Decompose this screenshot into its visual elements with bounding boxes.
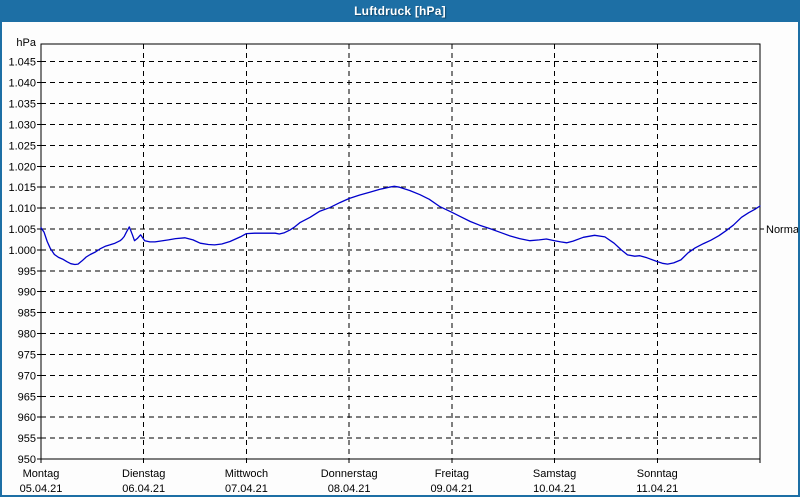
day-name-label: Donnerstag [321,468,378,480]
day-date-label: 07.04.21 [225,483,268,495]
day-name-label: Dienstag [122,468,165,480]
day-date-label: 09.04.21 [430,483,473,495]
day-date-label: 11.04.21 [636,483,678,495]
day-name-label: Montag [23,468,60,480]
y-tick-label: 965 [18,391,36,403]
y-tick-label: 990 [18,287,36,299]
y-tick-label: 1.045 [8,57,36,69]
window-title: Luftdruck [hPa] [354,4,446,18]
normal-annotation-label: Normal [766,224,798,236]
y-axis-unit-label: hPa [16,37,36,49]
y-tick-label: 970 [18,370,36,382]
day-name-label: Samstag [533,468,576,480]
y-tick-label: 1.015 [8,182,36,194]
day-name-label: Sonntag [637,468,678,480]
y-tick-label: 960 [18,412,36,424]
day-date-label: 08.04.21 [328,483,371,495]
y-tick-label: 950 [18,454,36,466]
y-tick-label: 1.030 [8,119,36,131]
tick-layer [37,61,764,463]
day-date-label: 06.04.21 [122,483,165,495]
y-tick-label: 975 [18,349,36,361]
y-tick-label: 1.010 [8,203,36,215]
y-tick-label: 995 [18,266,36,278]
y-tick-label: 1.020 [8,161,36,173]
pressure-line [40,185,761,266]
day-date-label: 10.04.21 [533,483,576,495]
y-tick-label: 1.000 [8,245,36,257]
axis-label-layer: 1.045 1.040 1.035 1.030 1.025 1.020 1.015 1.010… [8,57,678,495]
plot-frame [40,43,761,460]
y-tick-label: 1.005 [8,224,36,236]
day-date-label: 05.04.21 [20,483,63,495]
pressure-chart: 1.045 1.040 1.035 1.030 1.025 1.020 1.015 1.010… [8,37,798,495]
y-tick-label: 980 [18,329,36,341]
title-bar: Luftdruck [hPa] [2,0,798,22]
y-tick-label: 1.035 [8,99,36,111]
y-tick-label: 1.040 [8,78,36,90]
y-tick-label: 985 [18,308,36,320]
series-layer [40,185,761,266]
grid-layer [41,44,760,459]
day-name-label: Mittwoch [225,468,268,480]
y-tick-label: 1.025 [8,140,36,152]
day-name-label: Freitag [435,468,469,480]
y-tick-label: 955 [18,433,36,445]
